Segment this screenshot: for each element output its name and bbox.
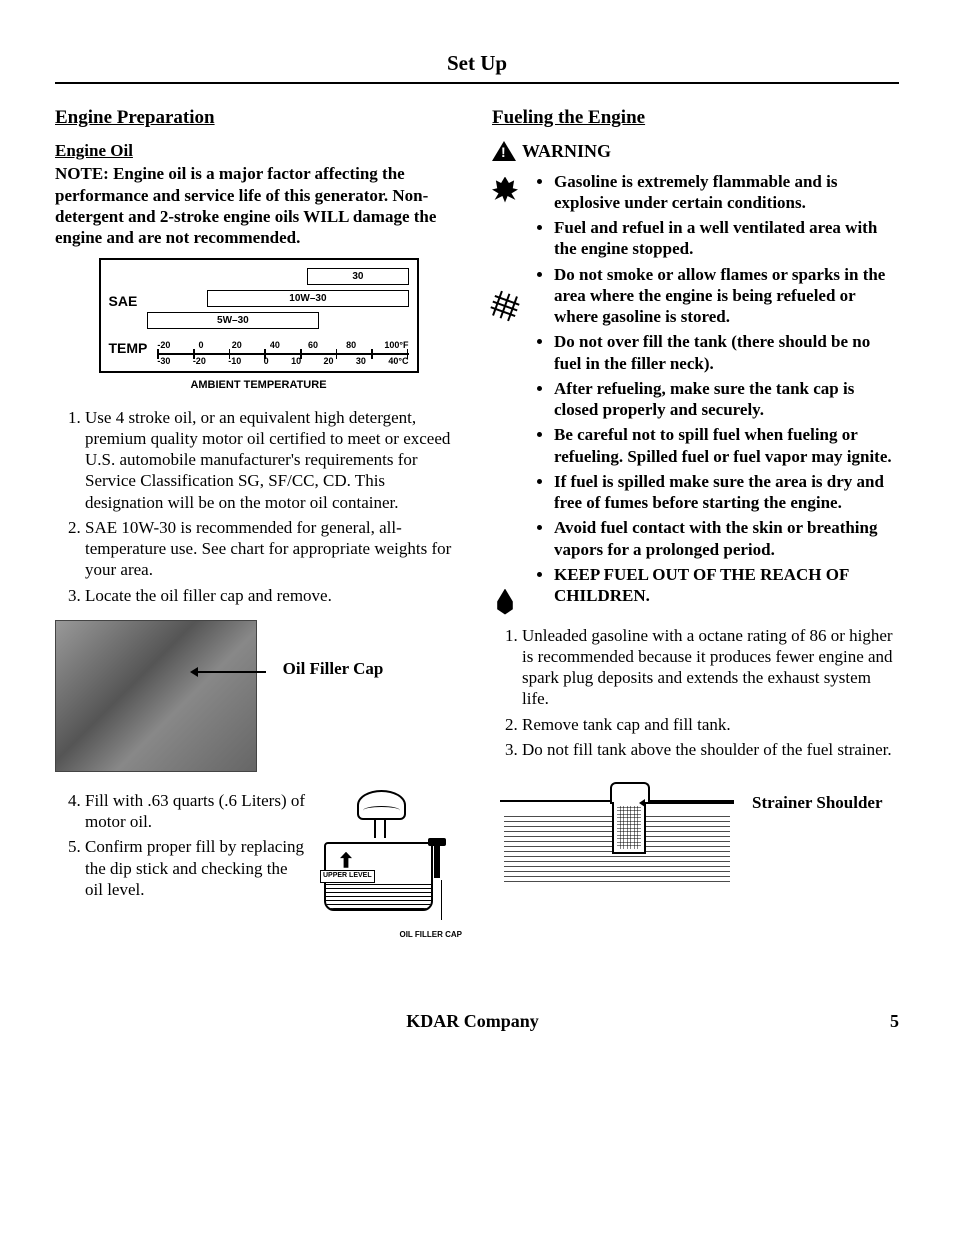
page-footer: KDAR Company 5 (55, 1010, 899, 1033)
warning-bullets: Gasoline is extremely flammable and is e… (532, 171, 899, 611)
fuel-step-1: Unleaded gasoline with a octane rating o… (522, 625, 899, 710)
strainer-shoulder-label: Strainer Shoulder (752, 792, 883, 813)
warn-item: Gasoline is extremely flammable and is e… (554, 171, 899, 214)
oil-filler-cap-photo (55, 620, 257, 772)
fueling-heading: Fueling the Engine (492, 106, 899, 130)
content-columns: Engine Preparation Engine Oil NOTE: Engi… (55, 106, 899, 940)
oil-filler-cap-label: OIL FILLER CAP (399, 930, 462, 940)
page-title: Set Up (55, 50, 899, 84)
warn-item: KEEP FUEL OUT OF THE REACH OF CHILDREN. (554, 564, 899, 607)
warn-item: Fuel and refuel in a well ventilated are… (554, 217, 899, 260)
sparks-icon (492, 293, 518, 319)
oil-filler-cap-caption: Oil Filler Cap (273, 658, 393, 679)
temp-label: TEMP (109, 340, 148, 358)
ambient-temp-label: AMBIENT TEMPERATURE (99, 379, 419, 393)
warn-item: If fuel is spilled make sure the area is… (554, 471, 899, 514)
oil-bar-30: 30 (307, 268, 408, 285)
warning-text: WARNING (522, 140, 611, 163)
sae-label: SAE (109, 293, 138, 311)
warning-header: WARNING (492, 140, 899, 163)
fueling-steps: Unleaded gasoline with a octane rating o… (492, 625, 899, 761)
callout-arrow-icon (196, 671, 266, 673)
fuel-tank-diagram (492, 778, 742, 898)
left-column: Engine Preparation Engine Oil NOTE: Engi… (55, 106, 462, 940)
oil-bar-5w30: 5W–30 (147, 312, 318, 329)
oil-bar-10w30: 10W–30 (207, 290, 408, 307)
warn-item: Do not smoke or allow flames or sparks i… (554, 264, 899, 328)
engine-prep-heading: Engine Preparation (55, 106, 462, 130)
step-3: Locate the oil filler cap and remove. (85, 585, 462, 606)
step-2: SAE 10W-30 is recommended for general, a… (85, 517, 462, 581)
upper-level-label: UPPER LEVEL (320, 870, 375, 883)
dipstick-diagram: UPPER LEVEL OIL FILLER CAP (322, 790, 462, 940)
warn-item: Do not over fill the tank (there should … (554, 331, 899, 374)
engine-oil-note: NOTE: Engine oil is a major factor affec… (55, 163, 462, 248)
strainer-diagram-row: Strainer Shoulder (492, 778, 899, 898)
engine-oil-steps-2: Fill with .63 quarts (.6 Liters) of moto… (55, 790, 308, 904)
warn-item: After refueling, make sure the tank cap … (554, 378, 899, 421)
company-name: KDAR Company (55, 1010, 890, 1033)
engine-oil-subheading: Engine Oil (55, 140, 462, 161)
page-number: 5 (890, 1010, 899, 1033)
step-5: Confirm proper fill by replacing the dip… (85, 836, 308, 900)
warn-item: Avoid fuel contact with the skin or brea… (554, 517, 899, 560)
step-4: Fill with .63 quarts (.6 Liters) of moto… (85, 790, 308, 833)
right-column: Fueling the Engine WARNING Gasoline is e… (492, 106, 899, 940)
fuel-drop-icon (492, 589, 518, 615)
oil-cap-photo-row: Oil Filler Cap (55, 620, 462, 772)
step-1: Use 4 stroke oil, or an equivalent high … (85, 407, 462, 513)
fire-icon (492, 177, 518, 203)
engine-oil-steps-1: Use 4 stroke oil, or an equivalent high … (55, 407, 462, 606)
shoulder-arrow-icon (644, 802, 734, 804)
fuel-step-3: Do not fill tank above the shoulder of t… (522, 739, 899, 760)
fuel-step-2: Remove tank cap and fill tank. (522, 714, 899, 735)
sae-oil-chart: SAE 30 10W–30 5W–30 TEMP -20020406080100… (99, 258, 419, 392)
warn-item: Be careful not to spill fuel when fuelin… (554, 424, 899, 467)
warning-triangle-icon (492, 141, 516, 161)
